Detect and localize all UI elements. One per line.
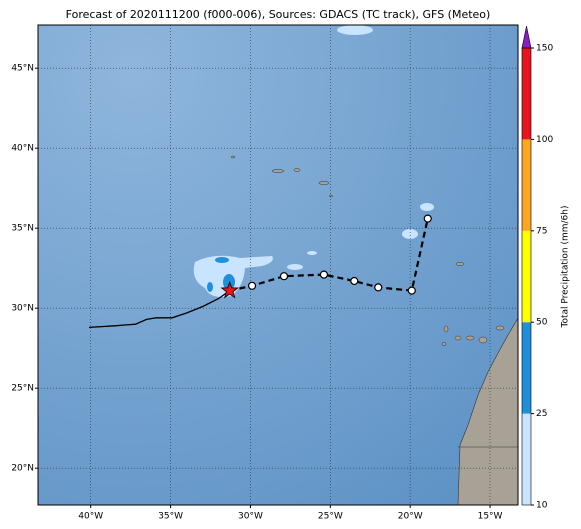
x-tick-label: 30°W [238,512,263,522]
colorbar-tick-label: 75 [536,226,547,236]
forecast-point [350,276,359,286]
precip-medium [207,257,235,292]
precip-light [193,25,434,297]
map-frame [37,24,519,506]
x-tick-label: 20°W [398,512,423,522]
current-position [220,280,239,299]
colorbar-segment [522,139,531,231]
colorbar-label: Total Precipitation (mm/6h) [561,205,571,328]
colorbar-segment [522,322,531,414]
colorbar-extend [521,25,532,49]
x-tick-label: 40°W [78,512,103,522]
past-track [89,290,231,329]
colorbar-segment [522,230,531,323]
forecast-track [229,218,429,292]
y-tick-label: 25°N [11,384,34,394]
map-area [38,25,518,505]
forecast-point [423,214,432,223]
colorbar-frame [521,47,532,506]
forecast-point [407,286,416,295]
colorbar-tick-label: 150 [536,44,553,54]
colorbar-tick-label: 25 [536,409,547,419]
chart-title: Forecast of 2020111200 (f000-006), Sourc… [66,8,491,21]
y-tick-label: 35°N [11,224,34,234]
y-tick-label: 45°N [11,64,34,74]
y-tick-label: 30°N [11,304,34,314]
forecast-point [279,272,289,281]
colorbar-tick-label: 10 [536,501,548,511]
colorbar-segment [522,413,531,505]
islands [230,155,505,346]
forecast-point [247,281,257,290]
africa [457,317,518,505]
y-tick-label: 20°N [11,464,34,474]
forecast-point [374,283,383,292]
x-tick-label: 35°W [158,512,183,522]
colorbar-segment [522,48,531,140]
colorbar-tick-label: 100 [536,135,553,145]
ocean [38,25,518,505]
x-tick-label: 15°W [478,512,503,522]
x-tick-label: 25°W [318,512,343,522]
forecast-point [319,270,329,279]
y-tick-label: 40°N [11,144,34,154]
colorbar-tick-label: 50 [536,318,548,328]
